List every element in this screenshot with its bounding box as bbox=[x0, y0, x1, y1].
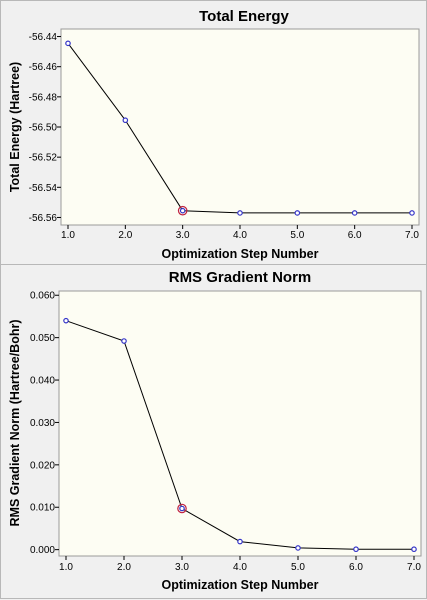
data-point bbox=[65, 40, 71, 47]
total-energy-chart: Total Energy -56.44-56.46-56.48-56.50-56… bbox=[0, 0, 427, 265]
data-point bbox=[351, 210, 358, 216]
data-point bbox=[294, 210, 301, 216]
y-tick-label: 0.050 bbox=[30, 333, 55, 344]
y-tick-label: 0.000 bbox=[30, 545, 55, 556]
y-tick-label: -56.52 bbox=[29, 153, 58, 164]
x-tick-label: 6.0 bbox=[348, 230, 362, 241]
x-tick-label: 2.0 bbox=[118, 230, 132, 241]
x-tick-label: 5.0 bbox=[290, 230, 304, 241]
x-axis-label: Optimization Step Number bbox=[162, 578, 319, 592]
y-tick-label: -56.46 bbox=[29, 62, 58, 73]
data-point bbox=[179, 505, 185, 512]
plot-area bbox=[58, 290, 422, 557]
data-point bbox=[179, 207, 186, 214]
highlight-marker bbox=[177, 205, 188, 216]
data-point bbox=[353, 546, 359, 553]
data-point bbox=[237, 210, 243, 216]
x-axis-label: Optimization Step Number bbox=[162, 247, 319, 261]
y-tick-label: 0.060 bbox=[30, 291, 55, 302]
x-axis-ticks: 1.0 2.0 3.0 4.0 5.0 6.0 7.0 bbox=[59, 556, 421, 573]
y-tick-label: -56.56 bbox=[29, 213, 58, 224]
data-point bbox=[411, 546, 417, 553]
data-point bbox=[409, 210, 415, 216]
x-tick-label: 2.0 bbox=[117, 562, 131, 573]
x-tick-label: 1.0 bbox=[61, 230, 75, 241]
x-tick-label: 3.0 bbox=[175, 562, 189, 573]
y-axis-label: RMS Gradient Norm (Hartree/Bohr) bbox=[8, 320, 22, 527]
chart-title: Total Energy bbox=[199, 8, 289, 25]
y-axis-ticks: -56.44 -56.46 -56.48 -56.50 -56.52 -56.54 -56.… bbox=[29, 32, 61, 224]
x-tick-label: 7.0 bbox=[407, 562, 421, 573]
rms-gradient-chart: RMS Gradient Norm 0.0600.0500.0400.0300.… bbox=[0, 264, 427, 599]
y-tick-label: -56.54 bbox=[29, 183, 58, 194]
x-tick-label: 4.0 bbox=[233, 230, 247, 241]
y-tick-label: -56.44 bbox=[29, 32, 58, 43]
y-axis-label: Total Energy (Hartree) bbox=[8, 62, 22, 192]
x-tick-label: 7.0 bbox=[405, 230, 419, 241]
y-tick-label: -56.50 bbox=[29, 123, 58, 134]
x-tick-label: 6.0 bbox=[349, 562, 363, 573]
data-point bbox=[121, 338, 127, 344]
x-tick-label: 1.0 bbox=[59, 562, 73, 573]
plot-area bbox=[60, 28, 420, 226]
data-point bbox=[63, 317, 69, 324]
y-axis-ticks: 0.060 0.050 0.040 0.030 0.020 0.010 0.000 bbox=[30, 291, 59, 556]
chart-title: RMS Gradient Norm bbox=[169, 269, 312, 286]
data-point bbox=[295, 545, 301, 551]
highlight-marker bbox=[177, 503, 187, 514]
y-tick-label: 0.010 bbox=[30, 503, 55, 514]
y-tick-label: 0.020 bbox=[30, 460, 55, 471]
data-point bbox=[122, 117, 129, 124]
x-tick-label: 5.0 bbox=[291, 562, 305, 573]
energy-series bbox=[65, 40, 415, 216]
y-tick-label: 0.030 bbox=[30, 418, 55, 429]
y-tick-label: -56.48 bbox=[29, 92, 58, 103]
x-tick-label: 3.0 bbox=[176, 230, 190, 241]
x-axis-ticks: 1.0 2.0 3.0 4.0 5.0 6.0 7.0 bbox=[61, 225, 419, 241]
data-point bbox=[237, 538, 243, 545]
x-tick-label: 4.0 bbox=[233, 562, 247, 573]
y-tick-label: 0.040 bbox=[30, 376, 55, 387]
gradient-series bbox=[63, 317, 417, 553]
